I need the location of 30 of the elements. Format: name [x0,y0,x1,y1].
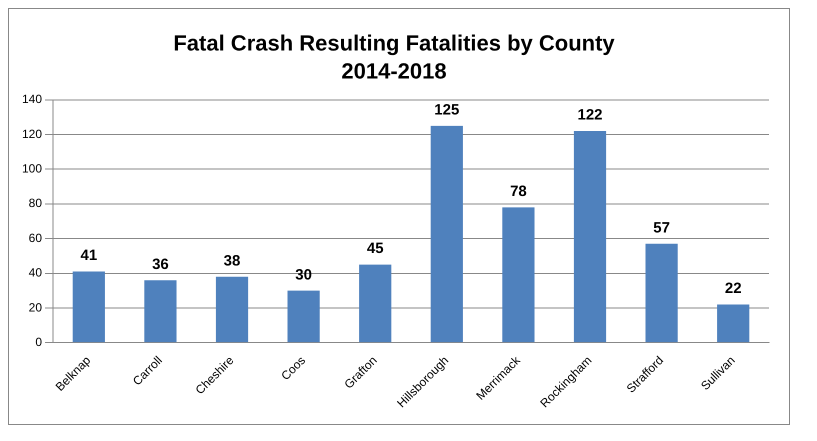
y-tick-label: 140 [22,92,42,106]
y-tick-label: 100 [22,162,42,176]
chart-subtitle: 2014-2018 [341,58,447,84]
y-tick-label: 0 [35,334,42,349]
data-label: 78 [510,182,527,200]
bar [288,290,320,342]
data-label: 38 [224,252,240,270]
chart-title: Fatal Crash Resulting Fatalities by County [173,30,616,56]
bar [72,272,105,342]
data-label: 125 [434,101,460,118]
bar [502,207,535,342]
data-label: 122 [577,106,603,124]
y-tick-label: 60 [28,230,42,245]
bar [717,304,750,342]
bar [359,264,392,342]
data-label: 30 [295,266,312,284]
data-label: 57 [653,219,670,236]
data-label: 41 [80,247,98,264]
data-label: 22 [724,280,742,298]
y-tick-label: 120 [22,126,42,141]
bar [216,276,248,342]
bar [574,131,606,342]
data-label: 36 [152,256,169,273]
bar [144,280,177,342]
y-tick-label: 40 [28,266,42,280]
y-tick-label: 80 [28,196,42,210]
y-tick-label: 20 [28,300,42,314]
bar [430,126,463,342]
bar [645,244,678,342]
data-label: 45 [366,240,384,258]
